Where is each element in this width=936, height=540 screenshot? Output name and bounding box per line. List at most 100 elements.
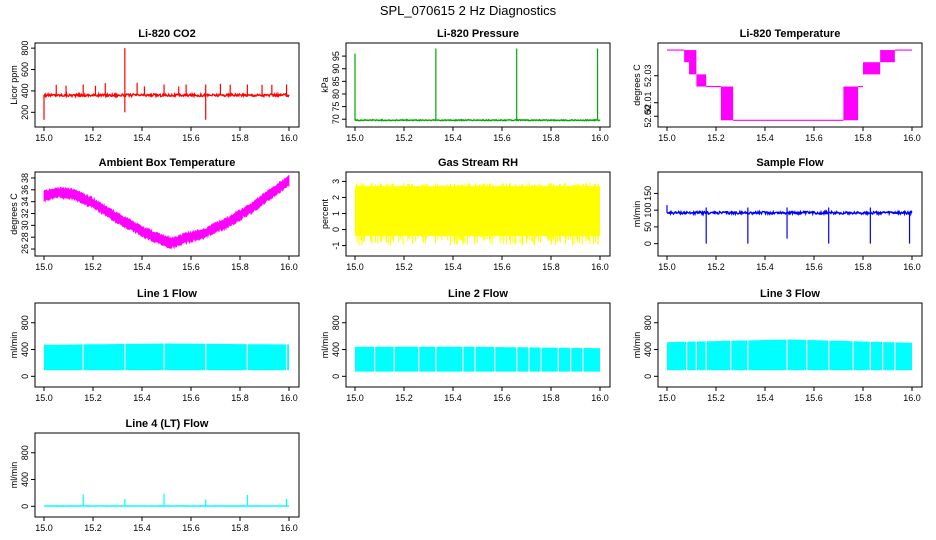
y-tick-label: 1 xyxy=(331,211,341,216)
y-axis: 0 400 800 xyxy=(331,315,346,379)
y-axis-label: ml/min xyxy=(320,332,330,359)
toggle-band xyxy=(863,62,881,75)
y-tick-label: 52.03 xyxy=(643,64,653,87)
series-band xyxy=(44,343,289,371)
y-tick-label: 50 xyxy=(643,222,653,232)
y-tick-label: 200 xyxy=(20,105,30,120)
plot-box xyxy=(657,171,923,257)
series-5 xyxy=(355,183,600,246)
x-tick-label: 15.2 xyxy=(395,393,413,403)
x-tick-label: 15.0 xyxy=(346,262,364,272)
x-tick-label: 15.0 xyxy=(35,133,53,143)
panel-8: Line 2 Flow 15.0 15.2 15.4 15.6 15.8 16.0 0 400 8… xyxy=(320,288,611,403)
x-tick-label: 16.0 xyxy=(591,262,609,272)
x-tick-label: 15.8 xyxy=(854,133,872,143)
series-band xyxy=(355,346,600,372)
panel-9: Line 3 Flow 15.0 15.2 15.4 15.6 15.8 16.0 0 400 8… xyxy=(632,288,923,403)
series-8 xyxy=(355,345,600,373)
x-axis: 15.0 15.2 15.4 15.6 15.8 16.0 xyxy=(35,256,298,272)
y-tick-label: 0 xyxy=(643,241,653,246)
y-tick-label: 800 xyxy=(20,41,30,56)
y-tick-label: 70 xyxy=(331,114,341,124)
y-axis-label: kPa xyxy=(320,77,330,93)
plot-box xyxy=(34,42,300,128)
series-line xyxy=(43,91,290,99)
x-axis: 15.0 15.2 15.4 15.6 15.8 16.0 xyxy=(346,127,609,143)
y-tick-label: 0 xyxy=(20,374,30,379)
panel-5: Gas Stream RH 15.0 15.2 15.4 15.6 15.8 16.0 -1 0… xyxy=(320,157,611,272)
plot-box xyxy=(34,432,300,518)
y-tick-label: 36 xyxy=(20,185,30,195)
x-tick-label: 15.2 xyxy=(84,133,102,143)
y-tick-label: 600 xyxy=(20,62,30,77)
plot-box xyxy=(657,42,923,128)
x-tick-label: 15.8 xyxy=(854,393,872,403)
x-tick-label: 15.2 xyxy=(707,262,725,272)
panel-title: Li-820 Pressure xyxy=(437,28,519,40)
y-axis-label: ml/min xyxy=(632,332,642,359)
y-tick-label: 0 xyxy=(20,504,30,509)
series-7 xyxy=(44,342,289,372)
x-tick-label: 15.8 xyxy=(854,262,872,272)
x-tick-label: 15.6 xyxy=(182,523,200,533)
x-tick-label: 15.2 xyxy=(707,133,725,143)
plot-box xyxy=(345,302,611,388)
series-line xyxy=(354,118,601,123)
y-tick-label: 26 xyxy=(20,244,30,254)
y-tick-label: 85 xyxy=(331,76,341,86)
x-tick-label: 15.8 xyxy=(542,393,560,403)
panel-3: Li-820 Temperature 15.0 15.2 15.4 15.6 15.8 16… xyxy=(632,28,923,143)
series-4 xyxy=(43,175,290,250)
x-tick-label: 15.6 xyxy=(805,262,823,272)
series-2 xyxy=(354,48,601,123)
y-tick-label: 52.01 xyxy=(643,91,653,114)
y-tick-label: 0 xyxy=(331,227,341,232)
y-tick-label: 95 xyxy=(331,51,341,61)
series-9 xyxy=(667,338,912,372)
series-3 xyxy=(667,49,912,121)
x-axis: 15.0 15.2 15.4 15.6 15.8 16.0 xyxy=(35,517,298,533)
y-tick-label: 800 xyxy=(20,315,30,330)
plot-box xyxy=(34,302,300,388)
panel-10: Line 4 (LT) Flow 15.0 15.2 15.4 15.6 15.8 16.0… xyxy=(9,418,300,533)
y-tick-label: 400 xyxy=(643,342,653,357)
toggle-band xyxy=(684,50,690,63)
x-tick-label: 15.0 xyxy=(346,393,364,403)
y-axis-label: ml/min xyxy=(632,201,642,228)
panel-title: Line 2 Flow xyxy=(448,288,508,300)
panel-1: Li-820 CO2 15.0 15.2 15.4 15.6 15.8 16.0 200 400… xyxy=(9,28,300,143)
y-axis: 0 400 800 xyxy=(643,315,658,379)
y-tick-label: 400 xyxy=(20,83,30,98)
toggle-band xyxy=(689,50,697,75)
x-tick-label: 15.6 xyxy=(805,133,823,143)
x-tick-label: 16.0 xyxy=(591,133,609,143)
x-tick-label: 15.6 xyxy=(182,262,200,272)
y-tick-label: 400 xyxy=(331,342,341,357)
x-axis: 15.0 15.2 15.4 15.6 15.8 16.0 xyxy=(346,256,609,272)
y-axis-label: ml/min xyxy=(9,462,19,489)
toggle-band xyxy=(843,86,859,121)
y-tick-label: 400 xyxy=(20,342,30,357)
x-tick-label: 16.0 xyxy=(280,133,298,143)
toggle-band xyxy=(696,74,707,87)
y-tick-label: 32 xyxy=(20,208,30,218)
y-tick-label: 90 xyxy=(331,64,341,74)
toggle-band xyxy=(880,50,895,63)
y-axis-label: Licor ppm xyxy=(9,65,19,105)
y-tick-label: 80 xyxy=(331,89,341,99)
y-tick-label: 100 xyxy=(643,203,653,218)
y-axis: 200 400 600 800 xyxy=(20,41,35,120)
x-tick-label: 15.8 xyxy=(231,262,249,272)
x-tick-label: 15.2 xyxy=(395,133,413,143)
x-tick-label: 15.4 xyxy=(444,133,462,143)
y-axis: 0 400 800 xyxy=(20,315,35,379)
x-tick-label: 15.2 xyxy=(84,393,102,403)
y-tick-label: 28 xyxy=(20,232,30,242)
y-tick-label: 800 xyxy=(20,445,30,460)
x-tick-label: 15.2 xyxy=(395,262,413,272)
x-tick-label: 15.2 xyxy=(84,523,102,533)
y-tick-label: 150 xyxy=(643,186,653,201)
